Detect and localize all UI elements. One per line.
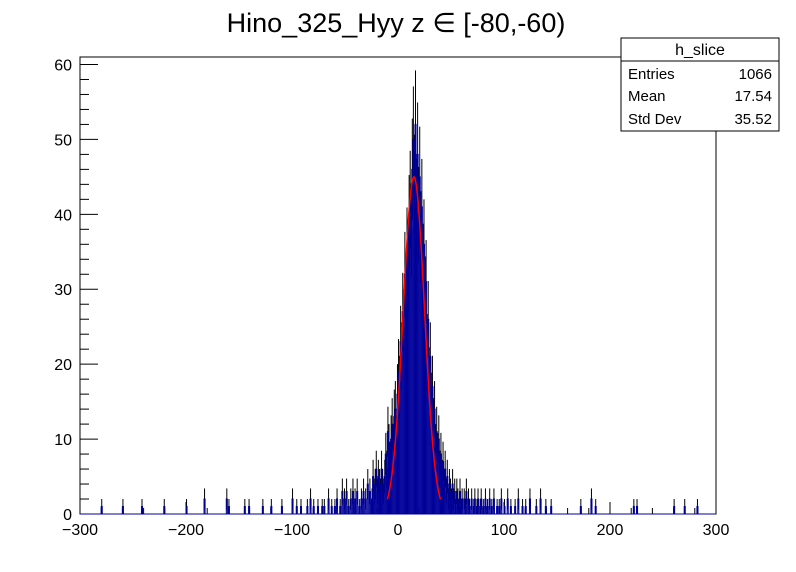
x-tick-label: −100: [274, 522, 310, 539]
stats-mean-value: 17.54: [734, 88, 772, 105]
x-tick-label: 100: [491, 522, 518, 539]
x-tick-label: 300: [703, 522, 730, 539]
chart-title: Hino_325_Hyy z ∈ [-80,-60): [227, 8, 566, 38]
fit-curve-group: [386, 175, 442, 500]
stats-box-frame: [620, 37, 780, 132]
y-tick-label: 30: [54, 282, 72, 299]
stats-stddev-label: Std Dev: [628, 111, 682, 128]
y-tick-label: 20: [54, 357, 72, 374]
x-tick-label: −300: [62, 522, 98, 539]
stats-box: h_slice Entries 1066 Mean 17.54 Std Dev …: [620, 37, 780, 132]
y-tick-label: 60: [54, 57, 72, 74]
gaussian-fit-curve: [386, 175, 442, 500]
error-bars: [101, 70, 698, 514]
x-tick-label: 200: [597, 522, 624, 539]
stats-mean-label: Mean: [628, 88, 666, 105]
stats-entries-value: 1066: [739, 66, 772, 83]
stats-entries-label: Entries: [628, 66, 675, 83]
y-tick-label: 10: [54, 432, 72, 449]
y-axis: 0 10 20 30 40 50 60: [54, 57, 98, 524]
histogram-bars: [80, 123, 716, 515]
y-tick-label: 0: [63, 507, 72, 524]
y-tick-label: 40: [54, 207, 72, 224]
x-tick-label: −200: [168, 522, 204, 539]
x-axis: −300 −200 −100 0 100 200 300: [62, 502, 729, 539]
stats-box-title: h_slice: [675, 42, 725, 59]
stats-stddev-value: 35.52: [734, 111, 772, 128]
y-tick-label: 50: [54, 132, 72, 149]
x-tick-label: 0: [394, 522, 403, 539]
